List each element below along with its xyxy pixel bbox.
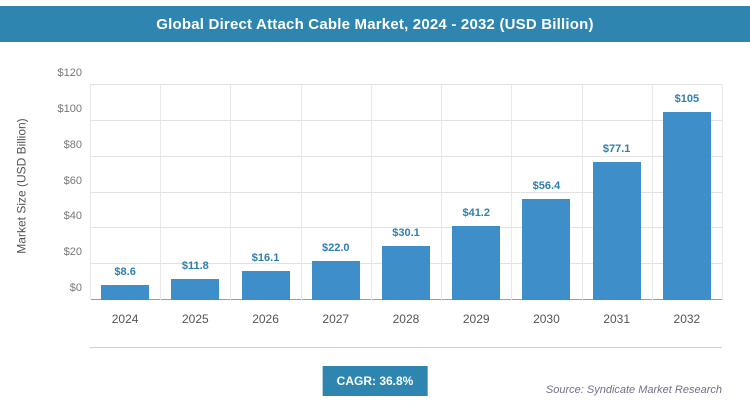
y-tick-label: $20 [63,246,82,259]
bar-column: $11.8 2025 [160,85,230,326]
bar [381,246,430,300]
bar-column: $56.4 2030 [511,85,581,326]
y-tick-label: $60 [63,174,82,187]
chart-title: Global Direct Attach Cable Market, 2024 … [156,15,594,33]
v-gridline [651,85,653,300]
h-gridline [90,191,722,193]
chart-title-bar: Global Direct Attach Cable Market, 2024 … [0,6,750,42]
v-gridline [90,85,91,300]
bar [592,161,641,300]
h-gridline [90,119,722,121]
x-tick-label: 2027 [322,312,350,326]
bar-value-label: $30.1 [392,227,420,240]
bar [311,260,360,300]
bar [662,111,711,300]
bar-value-label: $105 [674,92,700,105]
v-gridline [722,85,723,300]
x-tick-label: 2029 [462,312,490,326]
bar-column: $77.1 2031 [582,85,652,326]
bar-column: $30.1 2028 [371,85,441,326]
y-tick-label: $100 [57,102,82,115]
v-gridline [370,85,372,300]
bar [452,226,501,300]
v-gridline [160,85,162,300]
h-gridline [90,155,722,157]
h-gridline [90,84,722,85]
bar [101,284,150,300]
bar-value-label: $11.8 [181,259,209,272]
bar-value-label: $22.0 [322,241,350,254]
x-tick-label: 2028 [392,312,420,326]
v-gridline [581,85,583,300]
x-tick-label: 2030 [533,312,560,326]
plot-area: $0 $20 $40 $60 $80 $100 $120 $8.6 2024 $11.8 2025 $… [58,67,723,326]
y-tick-label: $80 [63,138,82,151]
bar-column: $22.0 2027 [301,85,371,326]
v-gridline [300,85,302,300]
bar-value-label: $16.1 [251,252,280,265]
v-gridline [441,85,443,300]
bar [522,198,571,300]
bar-value-label: $41.2 [462,207,490,220]
bar-column: $105 2032 [652,85,722,326]
bar [241,271,290,300]
bar-column: $16.1 2026 [230,85,300,326]
footer-divider [90,347,722,348]
h-gridline [90,227,722,229]
x-tick-label: 2024 [111,312,139,326]
bar-value-label: $56.4 [532,179,561,192]
bar-column: $8.6 2024 [90,85,160,326]
y-axis-title: Market Size (USD Billion) [14,118,29,254]
x-tick-label: 2032 [673,312,701,326]
bar [171,278,220,300]
source-credit: Source: Syndicate Market Research [545,384,722,396]
y-tick-label: $120 [57,67,82,79]
y-tick-label: $0 [69,282,82,294]
cagr-badge: CAGR: 36.8% [322,366,428,396]
v-gridline [230,85,232,300]
x-tick-label: 2031 [603,312,631,326]
v-gridline [511,85,513,300]
x-tick-label: 2025 [181,312,209,326]
x-tick-label: 2026 [252,312,279,326]
bar-value-label: $77.1 [602,142,631,155]
bar-column: $41.2 2029 [441,85,511,326]
y-tick-label: $40 [63,210,82,223]
bar-value-label: $8.6 [114,265,136,278]
